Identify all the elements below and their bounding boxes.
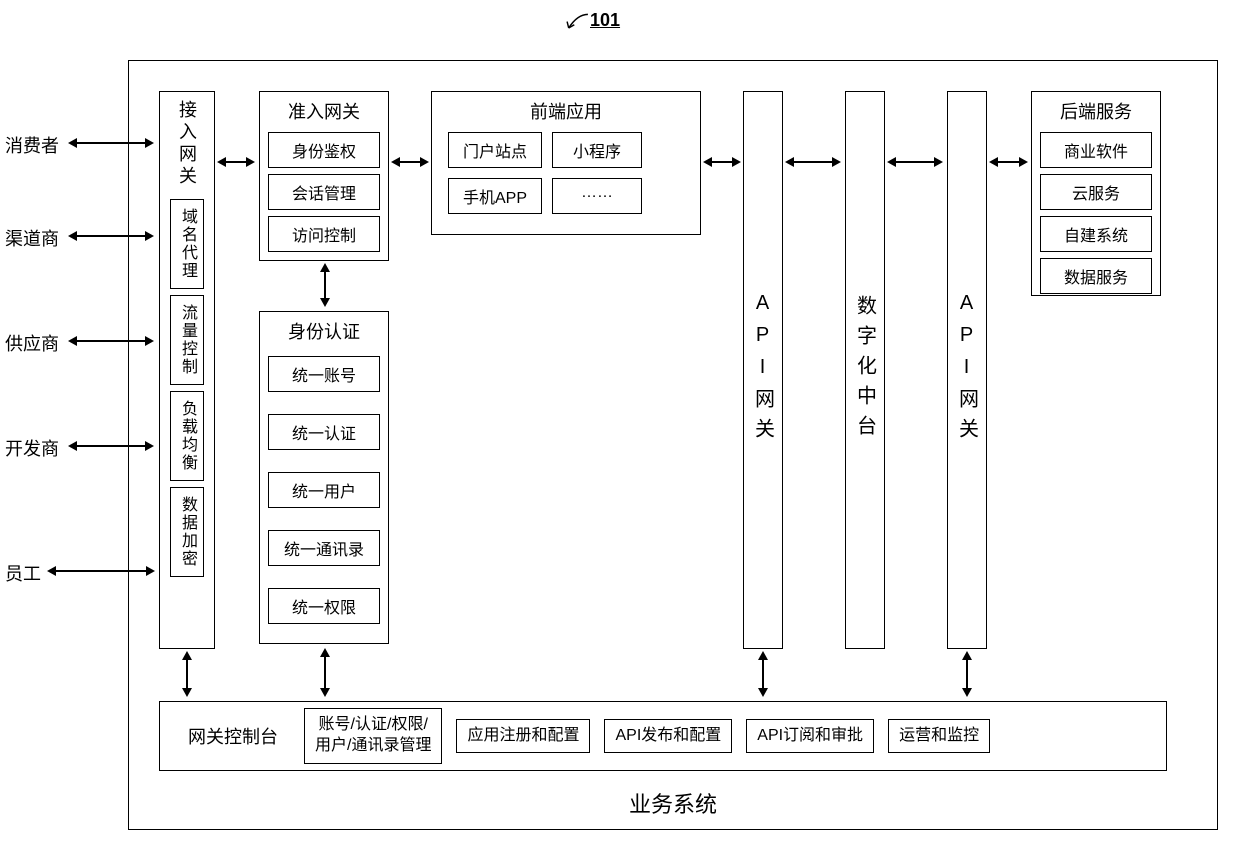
arrow-access-console bbox=[186, 659, 188, 689]
frontend-title: 前端应用 bbox=[432, 98, 700, 124]
admission-item-auth: 身份鉴权 bbox=[268, 132, 381, 168]
identity-item-user: 统一用户 bbox=[268, 472, 381, 508]
api-gateway-1-label: API网关 bbox=[749, 292, 778, 448]
backend-item-data: 数据服务 bbox=[1040, 258, 1153, 294]
actor-channel: 渠道商 bbox=[5, 225, 59, 251]
admission-gateway-box: 准入网关 身份鉴权 会话管理 访问控制 bbox=[259, 91, 389, 261]
digital-midplatform: 数字化中台 bbox=[845, 91, 885, 649]
arrow-api2-backend bbox=[997, 161, 1020, 163]
backend-title: 后端服务 bbox=[1032, 98, 1160, 124]
console-item-apisub: API订阅和审批 bbox=[746, 719, 874, 754]
arrow-frontend-api1 bbox=[711, 161, 733, 163]
console-item-account: 账号/认证/权限/ 用户/通讯录管理 bbox=[304, 708, 442, 764]
system-boundary: 业务系统 接入网关 域名代理 流量控制 负载均衡 数据加密 准入网关 身份鉴权 … bbox=[128, 60, 1218, 830]
arrow-api2-console bbox=[966, 659, 968, 689]
arrow-mid-api2 bbox=[895, 161, 935, 163]
api-gateway-2-label: API网关 bbox=[953, 292, 982, 448]
actor-supplier: 供应商 bbox=[5, 330, 59, 356]
backend-item-commercial: 商业软件 bbox=[1040, 132, 1153, 168]
backend-box: 后端服务 商业软件 云服务 自建系统 数据服务 bbox=[1031, 91, 1161, 296]
admission-item-session: 会话管理 bbox=[268, 174, 381, 210]
frontend-item-more: …… bbox=[552, 178, 642, 214]
access-gateway-title: 接入网关 bbox=[174, 100, 200, 188]
arrow-api1-console bbox=[762, 659, 764, 689]
console-title: 网关控制台 bbox=[176, 723, 290, 749]
identity-item-contacts: 统一通讯录 bbox=[268, 530, 381, 566]
arrow-identity-console bbox=[324, 656, 326, 689]
arrow-admission-identity bbox=[324, 271, 326, 299]
external-actors: 消费者 渠道商 供应商 开发商 员工 bbox=[5, 0, 85, 848]
access-gateway-box: 接入网关 域名代理 流量控制 负载均衡 数据加密 bbox=[159, 91, 215, 649]
frontend-item-mobile: 手机APP bbox=[448, 178, 542, 214]
frontend-item-miniapp: 小程序 bbox=[552, 132, 642, 168]
access-item-traffic: 流量控制 bbox=[170, 295, 204, 385]
admission-gateway-title: 准入网关 bbox=[260, 98, 388, 124]
console-item-ops: 运营和监控 bbox=[888, 719, 990, 754]
api-gateway-1: API网关 bbox=[743, 91, 783, 649]
actor-developer: 开发商 bbox=[5, 435, 59, 461]
console-item-apipub: API发布和配置 bbox=[604, 719, 732, 754]
console-item-appreg: 应用注册和配置 bbox=[456, 719, 590, 754]
diagram-reference-number: 101 bbox=[590, 10, 620, 31]
actor-consumer: 消费者 bbox=[5, 132, 59, 158]
admission-item-access: 访问控制 bbox=[268, 216, 381, 252]
arrow-access-admission bbox=[225, 161, 247, 163]
frontend-item-portal: 门户站点 bbox=[448, 132, 542, 168]
access-item-dns: 域名代理 bbox=[170, 199, 204, 289]
backend-item-self: 自建系统 bbox=[1040, 216, 1153, 252]
frontend-box: 前端应用 门户站点 小程序 手机APP …… bbox=[431, 91, 701, 235]
identity-auth-box: 身份认证 统一账号 统一认证 统一用户 统一通讯录 统一权限 bbox=[259, 311, 389, 644]
access-item-encrypt: 数据加密 bbox=[170, 487, 204, 577]
actor-employee: 员工 bbox=[5, 560, 41, 586]
arrow-api1-mid bbox=[793, 161, 833, 163]
ref-arrow-icon bbox=[565, 12, 590, 32]
arrow-admission-frontend bbox=[399, 161, 421, 163]
identity-item-account: 统一账号 bbox=[268, 356, 381, 392]
console-box: 网关控制台 账号/认证/权限/ 用户/通讯录管理 应用注册和配置 API发布和配… bbox=[159, 701, 1167, 771]
access-item-load: 负载均衡 bbox=[170, 391, 204, 481]
identity-auth-title: 身份认证 bbox=[260, 318, 388, 344]
system-label: 业务系统 bbox=[629, 787, 717, 819]
backend-item-cloud: 云服务 bbox=[1040, 174, 1153, 210]
digital-midplatform-label: 数字化中台 bbox=[851, 295, 880, 445]
identity-item-perm: 统一权限 bbox=[268, 588, 381, 624]
identity-item-auth: 统一认证 bbox=[268, 414, 381, 450]
api-gateway-2: API网关 bbox=[947, 91, 987, 649]
